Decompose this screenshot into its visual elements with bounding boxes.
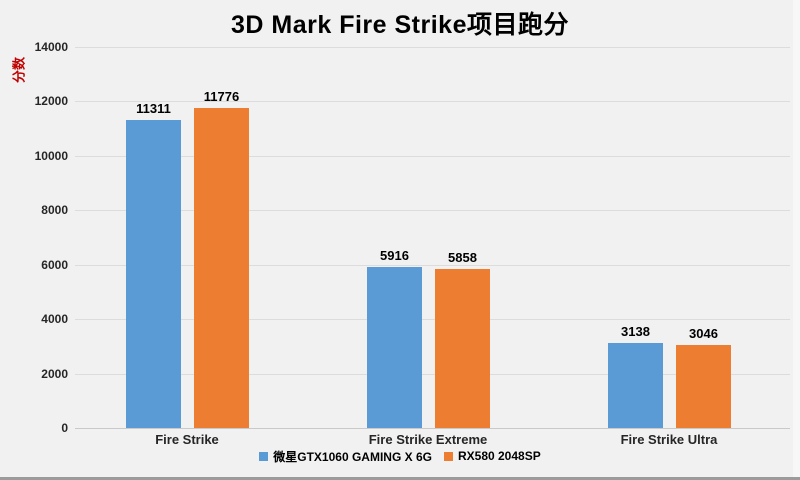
gridline [75,319,790,320]
bar-series2-fire-strike-ultra [676,345,731,428]
x-axis-line [75,428,790,429]
category-label-fire-strike-ultra: Fire Strike Ultra [620,432,718,447]
gridline [75,101,790,102]
y-tick-label: 10000 [34,149,68,163]
value-label: 3138 [621,324,650,339]
gridline [75,47,790,48]
chart-title: 3D Mark Fire Strike项目跑分 [231,11,569,39]
gridline [75,210,790,211]
category-label-fire-strike-extreme: Fire Strike Extreme [368,432,488,447]
legend: 微星GTX1060 GAMING X 6G RX580 2048SP [0,448,800,464]
legend-swatch-icon [443,451,453,461]
bar-series1-fire-strike [126,120,181,428]
y-tick-label: 12000 [34,94,68,108]
value-label: 11311 [136,101,171,116]
y-tick-label: 8000 [41,203,68,217]
bottom-border-bar [0,477,800,480]
legend-item-series1: 微星GTX1060 GAMING X 6G [259,448,432,465]
category-label-fire-strike: Fire Strike [155,432,219,447]
y-tick-label: 0 [61,421,68,435]
y-tick-label: 6000 [41,258,68,272]
value-label: 11776 [203,89,240,104]
legend-item-series2: RX580 2048SP [443,449,541,463]
value-label: 3046 [689,326,718,341]
bar-series2-fire-strike [194,108,249,428]
legend-swatch-icon [259,451,269,461]
bar-series2-fire-strike-extreme [435,269,490,428]
y-tick-label: 2000 [41,367,68,381]
bar-series1-fire-strike-ultra [608,343,663,428]
y-tick-label: 14000 [34,40,68,54]
bar-series1-fire-strike-extreme [367,267,422,428]
legend-label: 微星GTX1060 GAMING X 6G [273,449,432,464]
gridline [75,156,790,157]
y-axis-title: 分数 [11,56,27,84]
legend-label: RX580 2048SP [457,449,541,463]
gridline [75,374,790,375]
value-label: 5858 [448,250,477,265]
value-label: 5916 [380,248,409,263]
gridline [75,265,790,266]
right-edge-strip [793,0,800,477]
y-tick-label: 4000 [41,312,68,326]
